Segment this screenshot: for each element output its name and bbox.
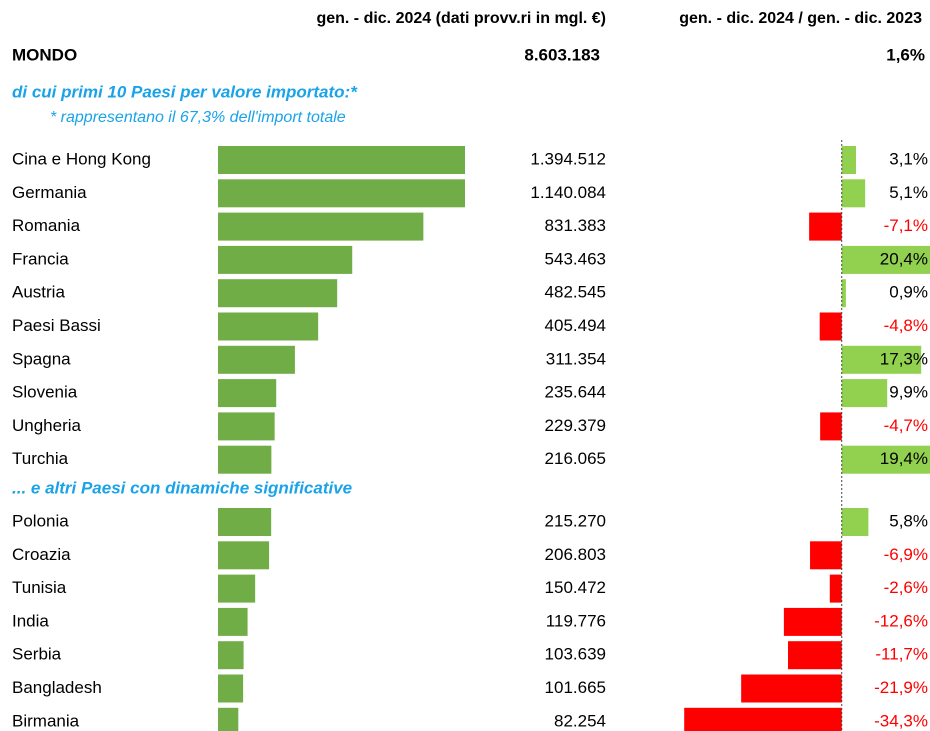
country-label: Serbia — [12, 645, 62, 664]
change-bar — [788, 641, 842, 670]
import-bar — [218, 508, 272, 536]
total-value: 8.603.183 — [524, 45, 600, 64]
import-value: 103.639 — [545, 645, 606, 664]
change-label: -12,6% — [874, 611, 928, 630]
import-bar — [218, 312, 319, 341]
country-label: Austria — [12, 283, 65, 302]
import-bar — [218, 412, 275, 441]
change-bar — [820, 412, 842, 441]
import-bar — [218, 212, 424, 241]
group-note: * rappresentano il 67,3% dell'import tot… — [50, 109, 346, 126]
change-bars — [684, 146, 930, 731]
import-value: 206.803 — [545, 545, 606, 564]
import-value: 229.379 — [545, 416, 606, 435]
change-bar — [841, 179, 866, 208]
country-label: Slovenia — [12, 383, 78, 402]
import-bar — [218, 179, 465, 208]
group-title: ... e altri Paesi con dinamiche signific… — [12, 478, 352, 497]
import-value: 405.494 — [545, 316, 606, 335]
import-value: 1.394.512 — [530, 149, 606, 168]
change-label: 5,8% — [889, 511, 928, 530]
import-bar — [218, 674, 244, 703]
group-title: di cui primi 10 Paesi per valore importa… — [12, 82, 358, 101]
change-bar — [684, 707, 842, 731]
country-label: India — [12, 611, 49, 630]
country-label: Croazia — [12, 545, 71, 564]
country-label: Turchia — [12, 449, 69, 468]
change-label: -2,6% — [884, 578, 928, 597]
import-value: 1.140.084 — [530, 183, 606, 202]
change-bar — [783, 607, 842, 636]
import-bar — [218, 541, 270, 570]
change-bar — [829, 574, 842, 603]
country-label: Cina e Hong Kong — [12, 149, 151, 168]
country-label: Tunisia — [12, 578, 67, 597]
change-bar — [809, 212, 842, 241]
import-value: 543.463 — [545, 249, 606, 268]
change-label: 9,9% — [889, 383, 928, 402]
import-bar — [218, 245, 353, 274]
change-label: -4,7% — [884, 416, 928, 435]
import-value: 150.472 — [545, 578, 606, 597]
import-value: 235.644 — [545, 383, 606, 402]
country-label: Polonia — [12, 511, 69, 530]
change-label: -6,9% — [884, 545, 928, 564]
change-label: 20,4% — [880, 249, 928, 268]
change-bar — [841, 279, 846, 308]
import-value: 119.776 — [546, 611, 606, 630]
change-label: 5,1% — [889, 183, 928, 202]
import-value: 311.354 — [546, 349, 606, 368]
change-label: -21,9% — [874, 678, 928, 697]
country-label: Romania — [12, 216, 81, 235]
import-bar — [218, 607, 248, 636]
column-header: gen. - dic. 2024 (dati provv.ri in mgl. … — [316, 10, 606, 27]
change-label: 19,4% — [880, 449, 928, 468]
import-value: 82.254 — [554, 711, 606, 730]
change-label: 0,9% — [889, 283, 928, 302]
country-label: Paesi Bassi — [12, 316, 101, 335]
change-bar — [810, 541, 842, 570]
country-label: Spagna — [12, 349, 71, 368]
total-change: 1,6% — [886, 45, 925, 64]
change-bar — [841, 508, 869, 536]
change-label: -7,1% — [884, 216, 928, 235]
change-label: -11,7% — [875, 645, 928, 664]
import-bar — [218, 707, 239, 731]
country-label: Francia — [12, 249, 69, 268]
change-label: -4,8% — [884, 316, 928, 335]
column-header: gen. - dic. 2024 / gen. - dic. 2023 — [679, 10, 922, 27]
change-bar — [841, 245, 930, 274]
country-label: Birmania — [12, 711, 80, 730]
change-bar — [819, 312, 842, 341]
import-value: 831.383 — [545, 216, 606, 235]
import-bar — [218, 345, 295, 374]
import-bar — [218, 641, 244, 670]
change-bar — [741, 674, 842, 703]
change-bar — [841, 445, 930, 474]
import-value: 216.065 — [545, 449, 606, 468]
import-bars — [218, 146, 465, 731]
import-value: 482.545 — [545, 283, 606, 302]
import-value: 215.270 — [545, 511, 606, 530]
import-bar — [218, 574, 256, 603]
change-label: 17,3% — [880, 349, 928, 368]
country-label: Ungheria — [12, 416, 82, 435]
import-bar — [218, 146, 465, 174]
country-label: Germania — [12, 183, 87, 202]
change-bar — [841, 345, 922, 374]
import-bar — [218, 445, 272, 474]
change-bar — [841, 146, 856, 174]
total-label: MONDO — [12, 45, 77, 64]
import-bar — [218, 279, 338, 308]
import-value: 101.665 — [545, 678, 606, 697]
change-bar — [841, 379, 888, 408]
import-bar — [218, 379, 277, 408]
change-label: -34,3% — [874, 711, 928, 730]
country-label: Bangladesh — [12, 678, 102, 697]
change-label: 3,1% — [889, 149, 928, 168]
